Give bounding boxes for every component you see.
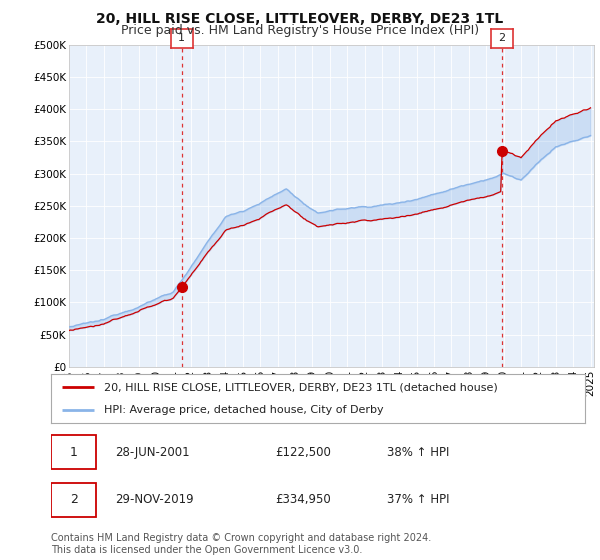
Text: Price paid vs. HM Land Registry's House Price Index (HPI): Price paid vs. HM Land Registry's House … bbox=[121, 24, 479, 36]
Text: 2: 2 bbox=[499, 33, 506, 43]
Text: 2: 2 bbox=[70, 493, 78, 506]
Text: 37% ↑ HPI: 37% ↑ HPI bbox=[388, 493, 450, 506]
Text: 28-JUN-2001: 28-JUN-2001 bbox=[115, 446, 190, 459]
Text: 29-NOV-2019: 29-NOV-2019 bbox=[115, 493, 194, 506]
Text: HPI: Average price, detached house, City of Derby: HPI: Average price, detached house, City… bbox=[104, 405, 384, 416]
Text: 20, HILL RISE CLOSE, LITTLEOVER, DERBY, DE23 1TL (detached house): 20, HILL RISE CLOSE, LITTLEOVER, DERBY, … bbox=[104, 382, 498, 393]
Text: 1: 1 bbox=[178, 33, 185, 43]
Text: 1: 1 bbox=[70, 446, 78, 459]
FancyBboxPatch shape bbox=[51, 435, 97, 469]
Text: 38% ↑ HPI: 38% ↑ HPI bbox=[388, 446, 450, 459]
FancyBboxPatch shape bbox=[51, 483, 97, 517]
Text: £122,500: £122,500 bbox=[275, 446, 331, 459]
Text: £334,950: £334,950 bbox=[275, 493, 331, 506]
Text: Contains HM Land Registry data © Crown copyright and database right 2024.
This d: Contains HM Land Registry data © Crown c… bbox=[51, 533, 431, 555]
Text: 20, HILL RISE CLOSE, LITTLEOVER, DERBY, DE23 1TL: 20, HILL RISE CLOSE, LITTLEOVER, DERBY, … bbox=[97, 12, 503, 26]
